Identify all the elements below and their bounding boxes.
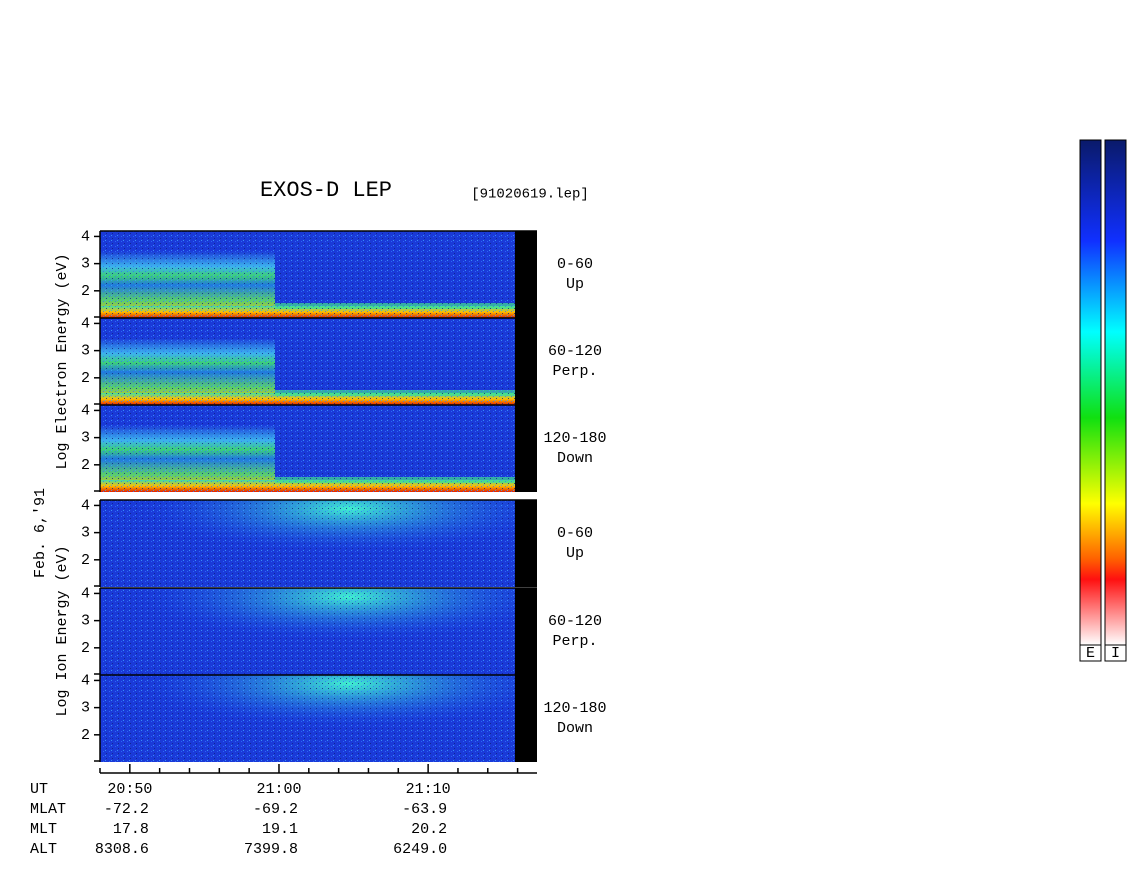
y-tick-label: 4 — [81, 497, 90, 514]
data-gap — [515, 231, 537, 318]
y-tick-label: 2 — [81, 552, 90, 569]
y-axis-label: Log Ion Energy (eV) — [54, 545, 71, 716]
colorbar-label: E — [1086, 645, 1095, 662]
y-tick-label: 3 — [81, 700, 90, 717]
ephemeris-value: 17.8 — [113, 821, 149, 838]
panel-label: 0-60 — [557, 525, 593, 542]
y-tick-label: 3 — [81, 343, 90, 360]
data-gap — [515, 318, 537, 405]
y-tick-label: 4 — [81, 402, 90, 419]
y-tick-label: 2 — [81, 727, 90, 744]
x-tick-label: 21:00 — [256, 781, 301, 798]
chart-title: EXOS-D LEP — [260, 178, 392, 203]
panel-label: 60-120 — [548, 343, 602, 360]
colorbar — [1079, 139, 1102, 646]
spectrogram-image — [100, 405, 515, 492]
ephemeris-value: -72.2 — [104, 801, 149, 818]
ephemeris-label: ALT — [30, 841, 57, 858]
spectrogram-image — [100, 231, 515, 318]
ephemeris-value: -69.2 — [253, 801, 298, 818]
ephemeris-value: 8308.6 — [95, 841, 149, 858]
y-tick-label: 3 — [81, 613, 90, 630]
panel-label: 120-180 — [543, 700, 606, 717]
ephemeris-label: MLAT — [30, 801, 66, 818]
y-tick-label: 4 — [81, 228, 90, 245]
y-tick-label: 4 — [81, 672, 90, 689]
panel-label: Perp. — [552, 633, 597, 650]
panel-label: 120-180 — [543, 430, 606, 447]
ephemeris-value: 19.1 — [262, 821, 298, 838]
y-tick-label: 3 — [81, 430, 90, 447]
panel-label: Up — [566, 276, 584, 293]
spectrogram-image — [100, 318, 515, 405]
y-tick-label: 4 — [81, 315, 90, 332]
colorbar — [1104, 139, 1127, 646]
panel-label: Down — [557, 720, 593, 737]
x-tick-label: 21:10 — [406, 781, 451, 798]
x-tick-label: 20:50 — [107, 781, 152, 798]
panel-label: 0-60 — [557, 256, 593, 273]
spectrogram-image — [100, 500, 515, 587]
ephemeris-label: MLT — [30, 821, 57, 838]
colorbar-label-box — [1079, 644, 1102, 662]
spectrogram-image — [100, 588, 515, 675]
ephemeris-value: 6249.0 — [393, 841, 447, 858]
data-gap — [515, 405, 537, 492]
ephemeris-value: 7399.8 — [244, 841, 298, 858]
panel-label: Down — [557, 450, 593, 467]
panel-label: 60-120 — [548, 613, 602, 630]
y-axis-label: Log Electron Energy (eV) — [54, 253, 71, 469]
y-tick-label: 2 — [81, 457, 90, 474]
data-gap — [515, 588, 537, 675]
y-tick-label: 2 — [81, 283, 90, 300]
y-tick-label: 4 — [81, 585, 90, 602]
data-gap — [515, 675, 537, 762]
y-tick-label: 2 — [81, 640, 90, 657]
ephemeris-value: -63.9 — [402, 801, 447, 818]
colorbar-label: I — [1111, 645, 1120, 662]
colorbar-label-box — [1104, 644, 1127, 662]
data-gap — [515, 500, 537, 587]
y-tick-label: 3 — [81, 525, 90, 542]
time-label: UT — [30, 781, 48, 798]
file-name: [91020619.lep] — [471, 187, 589, 203]
date-label: Feb. 6,'91 — [32, 488, 49, 578]
panel-label: Up — [566, 545, 584, 562]
y-tick-label: 3 — [81, 256, 90, 273]
y-tick-label: 2 — [81, 370, 90, 387]
panel-label: Perp. — [552, 363, 597, 380]
ephemeris-value: 20.2 — [411, 821, 447, 838]
spectrogram-image — [100, 675, 515, 762]
